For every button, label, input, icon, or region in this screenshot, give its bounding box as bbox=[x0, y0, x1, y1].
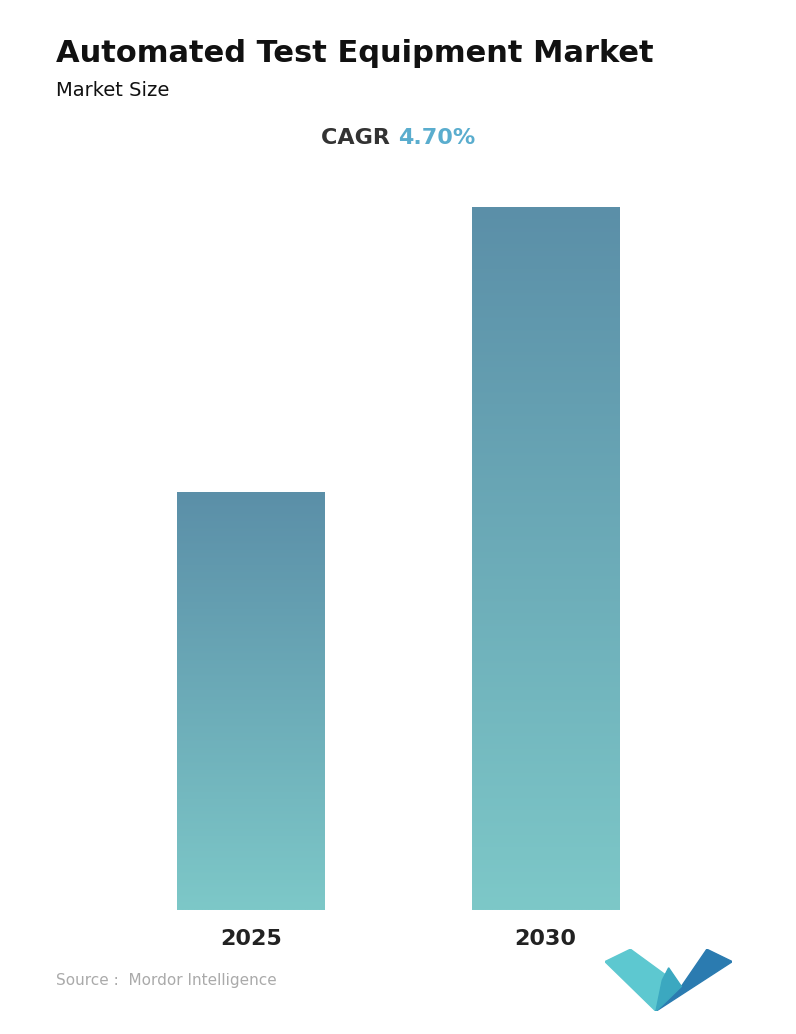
Polygon shape bbox=[656, 968, 681, 1011]
Text: Source :  Mordor Intelligence: Source : Mordor Intelligence bbox=[56, 973, 276, 987]
Text: Market Size: Market Size bbox=[56, 81, 169, 99]
Text: CAGR: CAGR bbox=[322, 128, 398, 148]
Text: 2030: 2030 bbox=[514, 929, 576, 948]
Text: Automated Test Equipment Market: Automated Test Equipment Market bbox=[56, 39, 654, 68]
Text: 2025: 2025 bbox=[220, 929, 282, 948]
Text: 4.70%: 4.70% bbox=[398, 128, 475, 148]
Polygon shape bbox=[656, 949, 732, 1011]
Polygon shape bbox=[605, 949, 681, 1011]
